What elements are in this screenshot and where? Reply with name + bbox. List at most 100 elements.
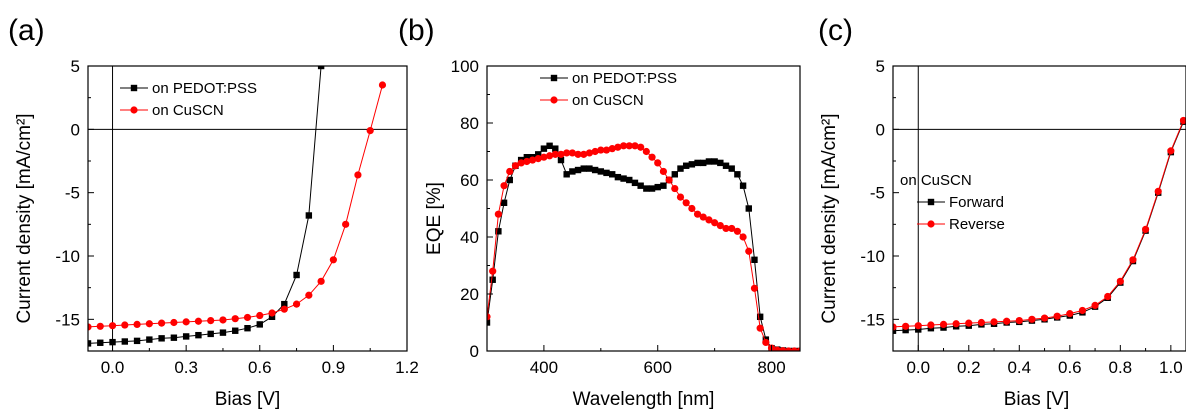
data-point — [133, 320, 141, 328]
data-point — [194, 317, 203, 325]
data-point — [182, 333, 190, 340]
data-point — [158, 319, 166, 327]
data-point — [244, 325, 251, 332]
data-point — [535, 151, 542, 158]
data-point — [902, 322, 910, 330]
data-point — [796, 347, 800, 351]
data-point — [256, 321, 263, 328]
data-point — [977, 318, 986, 327]
data-point — [643, 185, 650, 192]
legend-entry: on PEDOT:PSS — [572, 70, 677, 87]
series-on-pedot-pss — [88, 66, 325, 347]
y-tick-label: 0 — [470, 342, 479, 361]
data-point — [927, 321, 935, 329]
data-point — [671, 171, 678, 178]
data-point — [580, 165, 587, 172]
data-point — [591, 147, 599, 156]
data-point — [614, 143, 622, 151]
data-point — [489, 276, 496, 283]
data-point — [676, 193, 685, 201]
data-point — [631, 179, 639, 187]
x-tick-label: 0.3 — [174, 358, 198, 377]
series-line — [487, 145, 800, 351]
data-point — [96, 322, 104, 330]
data-point — [745, 247, 753, 255]
data-point — [660, 182, 667, 189]
data-point — [642, 147, 650, 156]
data-point — [280, 305, 288, 313]
data-point — [952, 320, 960, 328]
data-point — [256, 311, 264, 320]
data-point — [232, 327, 239, 334]
data-point — [305, 212, 313, 219]
data-point — [609, 171, 616, 178]
legend-entry: on PEDOT:PSS — [152, 80, 257, 97]
y-axis-label: Current density [mA/cm²] — [14, 113, 35, 323]
data-point — [603, 169, 610, 177]
data-point — [915, 326, 922, 333]
data-point — [1129, 256, 1137, 264]
data-point — [586, 165, 593, 172]
x-axis-label: Bias [V] — [1004, 389, 1069, 410]
data-point — [722, 224, 730, 233]
plot-area — [487, 142, 800, 351]
plot-area — [88, 66, 387, 347]
data-point — [751, 256, 758, 263]
plot-frame — [892, 65, 1186, 352]
series-on-pedot-pss — [487, 142, 800, 351]
data-point — [705, 158, 713, 165]
data-point — [893, 323, 897, 331]
data-point — [500, 199, 508, 206]
data-point — [317, 277, 325, 285]
data-point — [728, 224, 736, 233]
data-point — [292, 300, 301, 308]
data-point — [219, 329, 227, 336]
y-tick-label: -15 — [55, 310, 80, 329]
y-tick-label: 5 — [71, 57, 80, 76]
panel-a: (a) 0.0 0.3 0.6 0.9 1.2 -15 -10 -5 0 5 Bias [V] Curr… — [8, 14, 419, 410]
data-point — [750, 284, 759, 292]
data-point — [580, 150, 588, 158]
legend-marker — [130, 84, 138, 92]
data-point — [626, 176, 633, 184]
data-point — [1053, 312, 1061, 320]
data-point — [121, 338, 129, 345]
panel-letter: (a) — [8, 14, 45, 47]
data-point — [329, 256, 337, 264]
data-point — [568, 149, 576, 157]
x-tick-label: 0.0 — [906, 358, 930, 377]
data-point — [540, 145, 548, 152]
data-point — [534, 155, 542, 163]
x-tick-label: 0.8 — [1109, 358, 1133, 377]
data-point — [648, 153, 656, 161]
data-point — [597, 168, 605, 175]
data-point — [207, 330, 214, 338]
data-point — [614, 173, 622, 181]
data-point — [182, 318, 190, 326]
data-point — [677, 165, 684, 172]
data-point — [1116, 277, 1124, 285]
legend: on PEDOT:PSS on CuSCN — [540, 70, 677, 109]
data-point — [688, 204, 696, 213]
y-tick-label: -10 — [860, 247, 885, 266]
data-point — [745, 205, 752, 212]
y-tick-label: 5 — [876, 57, 885, 76]
data-point — [517, 159, 525, 167]
data-point — [305, 291, 313, 299]
data-point — [625, 142, 633, 150]
data-point — [914, 322, 922, 330]
legend-marker — [550, 96, 558, 104]
series-forward — [893, 118, 1186, 334]
data-point — [170, 334, 178, 341]
data-point — [637, 143, 645, 151]
data-point — [1141, 225, 1150, 233]
data-point — [700, 159, 707, 167]
data-point — [716, 222, 724, 230]
data-point — [354, 171, 362, 179]
data-point — [965, 319, 973, 327]
legend-marker — [927, 198, 935, 206]
y-tick-label: -10 — [55, 247, 80, 266]
data-point — [671, 184, 679, 193]
y-axis-label: Current density [mA/cm²] — [819, 113, 840, 323]
data-point — [591, 166, 599, 174]
